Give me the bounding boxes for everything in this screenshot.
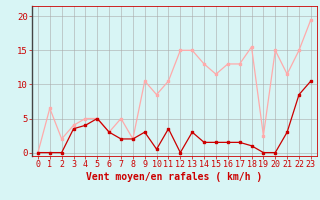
- X-axis label: Vent moyen/en rafales ( km/h ): Vent moyen/en rafales ( km/h ): [86, 172, 262, 182]
